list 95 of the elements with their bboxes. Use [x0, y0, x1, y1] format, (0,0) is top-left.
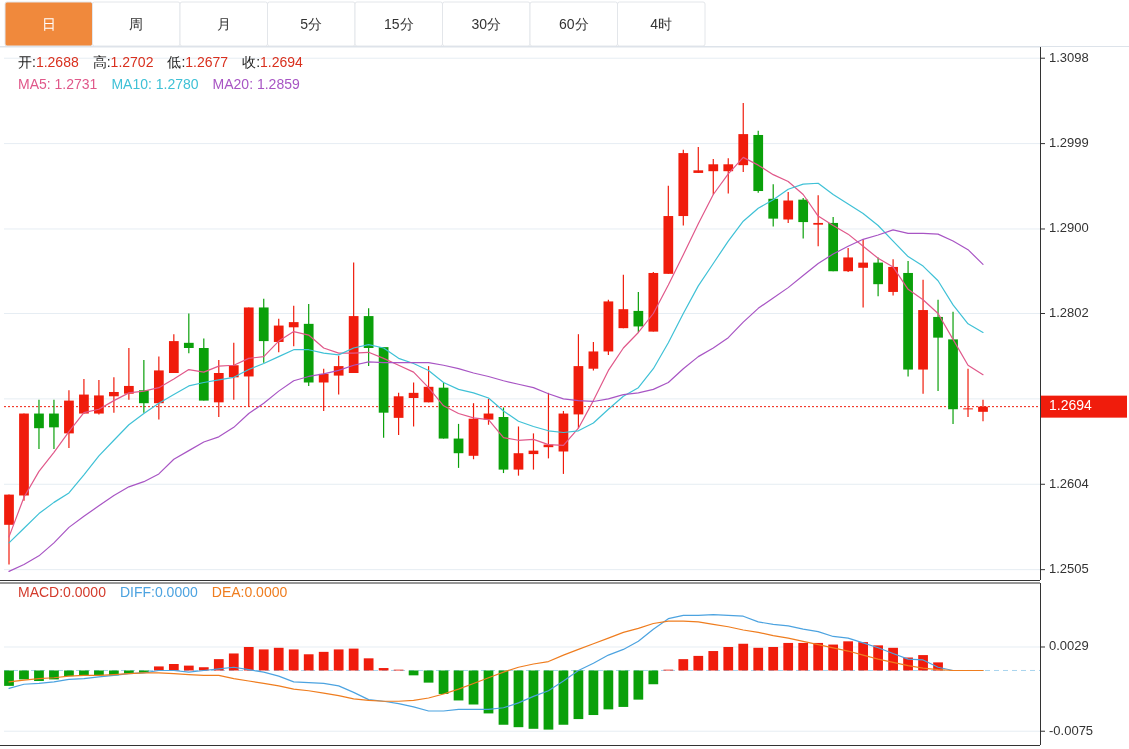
candlestick	[513, 425, 524, 477]
candlestick	[843, 247, 854, 273]
bar	[64, 670, 74, 677]
candlestick	[768, 183, 779, 227]
candlestick	[288, 305, 299, 347]
bar	[468, 670, 479, 705]
candlestick	[783, 191, 794, 224]
candlestick	[723, 157, 734, 195]
bar	[318, 651, 329, 671]
text: 30分	[471, 16, 502, 32]
annotation: 收:1.2694	[242, 54, 304, 70]
bar	[408, 670, 419, 676]
bar	[363, 658, 374, 671]
candlestick	[588, 341, 599, 372]
candlestick	[273, 318, 284, 353]
y-tick-label: 1.2505	[1049, 561, 1089, 577]
candlestick	[228, 342, 239, 401]
annotation: 低:1.2677	[167, 54, 229, 70]
y-tick-label: 1.2900	[1049, 220, 1089, 236]
line-series	[8, 620, 984, 702]
text: 4时	[650, 16, 673, 32]
bar	[708, 651, 719, 671]
bar	[4, 670, 14, 686]
bar	[333, 649, 344, 671]
bar	[348, 648, 359, 671]
bar	[768, 646, 779, 671]
bar	[273, 647, 284, 671]
bar	[573, 670, 584, 720]
bar	[783, 642, 794, 671]
candlestick	[873, 256, 883, 297]
bar	[678, 659, 689, 671]
text: MA10: 1.2780	[111, 76, 199, 92]
bar	[243, 646, 254, 671]
text: 月	[216, 16, 231, 32]
candlestick	[933, 299, 943, 392]
text: MACD:0.0000	[18, 584, 107, 600]
candlestick	[693, 146, 704, 174]
bar	[19, 670, 29, 680]
text: MA5: 1.2731	[18, 76, 98, 92]
bar	[513, 670, 524, 728]
annotation: 高:1.2702	[92, 54, 154, 70]
bar	[603, 670, 614, 710]
bar	[618, 670, 629, 707]
y-tick-label: 1.3098	[1049, 49, 1089, 65]
text: DIFF:0.0000	[119, 584, 198, 600]
y-tick-label: 1.2999	[1049, 135, 1089, 151]
candlestick	[124, 347, 134, 401]
candlestick	[633, 291, 644, 334]
bar	[94, 670, 104, 676]
bar	[798, 642, 809, 671]
bar	[738, 643, 749, 671]
text: MA20: 1.2859	[212, 76, 300, 92]
bar	[813, 642, 824, 671]
bar	[843, 641, 854, 671]
bar	[438, 670, 449, 694]
bar	[423, 670, 434, 683]
candlestick	[138, 359, 149, 414]
y-tick-label: -0.0075	[1049, 722, 1094, 738]
y-tick-label: 1.2604	[1049, 475, 1089, 491]
bar	[648, 670, 659, 685]
bar	[723, 646, 734, 671]
candlestick	[183, 312, 194, 354]
text: 日	[41, 16, 56, 32]
bar	[543, 670, 554, 730]
candlestick	[618, 274, 629, 329]
line-series	[8, 229, 984, 572]
candlestick	[333, 355, 344, 396]
bar	[828, 644, 839, 671]
bar	[528, 670, 539, 729]
ref-line-label: 1.2694	[1049, 397, 1093, 414]
text: 60分	[558, 16, 589, 32]
annotation: 开:1.2688	[18, 54, 79, 70]
bar	[288, 649, 299, 671]
text: DEA:0.0000	[211, 584, 288, 600]
candlestick	[49, 399, 59, 450]
bar	[79, 670, 89, 676]
bar	[558, 670, 569, 725]
bar	[693, 655, 704, 671]
y-tick-label: 0.0029	[1049, 638, 1089, 654]
bar	[753, 647, 764, 671]
text: 周	[129, 16, 144, 32]
candlestick	[34, 399, 44, 450]
candlestick	[858, 238, 868, 309]
y-tick-label: 1.2802	[1049, 304, 1089, 320]
bar	[858, 642, 868, 671]
candlestick	[798, 197, 809, 240]
text: 15分	[383, 16, 414, 32]
text: 5分	[300, 16, 323, 32]
bar	[258, 649, 269, 671]
bar	[303, 654, 314, 671]
bar	[588, 670, 599, 716]
bar	[633, 670, 644, 700]
bar	[228, 653, 239, 671]
candlestick	[813, 194, 824, 247]
candlestick	[708, 158, 719, 196]
